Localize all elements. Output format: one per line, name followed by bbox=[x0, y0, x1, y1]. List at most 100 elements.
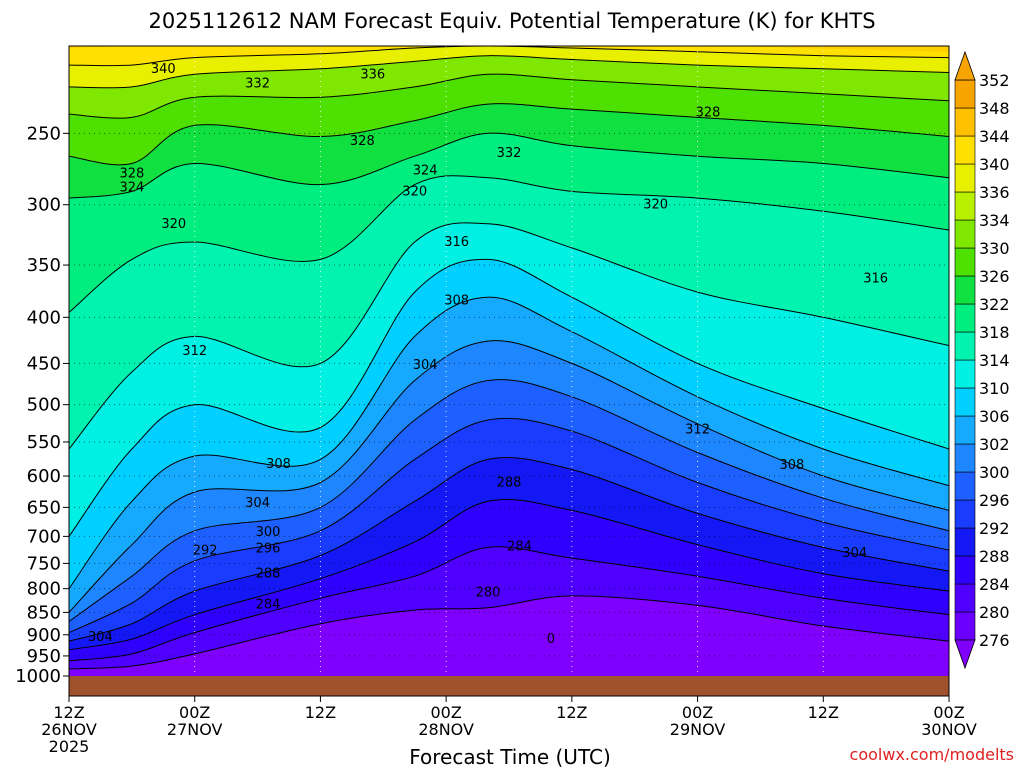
colorbar-high-arrow bbox=[954, 50, 976, 81]
colorbar-label: 334 bbox=[979, 211, 1010, 230]
y-tick-label: 750 bbox=[27, 553, 61, 574]
chart-title: 2025112612 NAM Forecast Equiv. Potential… bbox=[148, 9, 875, 33]
isotherm-332 bbox=[69, 73, 949, 119]
x-tick-label: 30NOV bbox=[921, 720, 977, 739]
y-tick-label: 300 bbox=[27, 195, 61, 216]
contour-label: 284 bbox=[507, 539, 532, 554]
contour-label: 328 bbox=[696, 105, 721, 120]
x-tick-label: 29NOV bbox=[670, 720, 726, 739]
x-tick-label: 00Z bbox=[179, 703, 210, 722]
y-tick-label: 800 bbox=[27, 579, 61, 600]
contour-label: 316 bbox=[444, 235, 469, 250]
colorbar-swatch bbox=[954, 107, 976, 137]
contour-label: 0 bbox=[547, 632, 555, 647]
contour-label: 336 bbox=[360, 67, 385, 82]
colorbar-label: 318 bbox=[979, 323, 1010, 342]
contour-label: 304 bbox=[842, 546, 867, 561]
colorbar-label: 352 bbox=[979, 71, 1010, 90]
isotherm-284 bbox=[69, 546, 949, 662]
fill-band-336 bbox=[69, 46, 949, 88]
colorbar-label: 336 bbox=[979, 183, 1010, 202]
contour-label: 296 bbox=[256, 541, 281, 556]
contour-label: 300 bbox=[256, 525, 281, 540]
x-tick-label: 00Z bbox=[933, 703, 964, 722]
colorbar: 276 280 284 288 292 296 300 302 306 310 314 318 322 3… bbox=[954, 50, 1010, 670]
colorbar-swatch bbox=[954, 135, 976, 165]
colorbar-label: 340 bbox=[979, 155, 1010, 174]
contour-label: 284 bbox=[256, 597, 281, 612]
y-tick-label: 600 bbox=[27, 466, 61, 487]
colorbar-label: 288 bbox=[979, 547, 1010, 566]
y-tick-label: 1000 bbox=[15, 666, 61, 687]
grid-lines bbox=[69, 46, 949, 696]
contour-label: 304 bbox=[413, 358, 438, 373]
colorbar-label: 276 bbox=[979, 631, 1010, 650]
contour-label: 308 bbox=[779, 458, 804, 473]
fill-band-344 bbox=[69, 46, 949, 52]
isotherm-328 bbox=[69, 103, 949, 166]
colorbar-swatch bbox=[954, 303, 976, 333]
contour-label: 288 bbox=[497, 476, 522, 491]
colorbar-label: 348 bbox=[979, 99, 1010, 118]
isotherm-300 bbox=[69, 379, 949, 622]
colorbar-swatch bbox=[954, 331, 976, 361]
colorbar-label: 292 bbox=[979, 519, 1010, 538]
colorbar-label: 322 bbox=[979, 295, 1010, 314]
colorbar-swatch bbox=[954, 471, 976, 501]
isotherm-320 bbox=[69, 175, 949, 313]
colorbar-label: 306 bbox=[979, 407, 1010, 426]
colorbar-label: 326 bbox=[979, 267, 1010, 286]
y-tick-label: 350 bbox=[27, 255, 61, 276]
y-tick-label: 250 bbox=[27, 123, 61, 144]
colorbar-label: 310 bbox=[979, 379, 1010, 398]
colorbar-swatch bbox=[954, 555, 976, 585]
x-axis-title: Forecast Time (UTC) bbox=[409, 745, 611, 768]
colorbar-label: 330 bbox=[979, 239, 1010, 258]
x-tick-label: 12Z bbox=[305, 703, 336, 722]
colorbar-label: 296 bbox=[979, 491, 1010, 510]
y-tick-label: 450 bbox=[27, 353, 61, 374]
isotherm-304 bbox=[69, 340, 949, 613]
y-tick-label: 400 bbox=[27, 307, 61, 328]
isotherm-296 bbox=[69, 417, 949, 634]
fill-band-340 bbox=[69, 46, 949, 66]
contour-label: 340 bbox=[151, 62, 176, 77]
colorbar-swatch bbox=[954, 499, 976, 529]
isotherm-288 bbox=[69, 499, 949, 651]
x-tick-label: 12Z bbox=[53, 703, 84, 722]
y-tick-label: 650 bbox=[27, 497, 61, 518]
contour-label: 316 bbox=[863, 271, 888, 286]
contour-label: 308 bbox=[444, 293, 469, 308]
contour-label: 308 bbox=[266, 457, 291, 472]
contour-label: 328 bbox=[119, 166, 144, 181]
colorbar-label: 300 bbox=[979, 463, 1010, 482]
colorbar-swatch bbox=[954, 527, 976, 557]
x-tick-label: 12Z bbox=[556, 703, 587, 722]
colorbar-swatch bbox=[954, 275, 976, 305]
contour-label: 304 bbox=[88, 630, 113, 645]
x-tick-label: 26NOV bbox=[41, 720, 97, 739]
contour-label: 320 bbox=[643, 198, 668, 213]
contour-label: 280 bbox=[476, 586, 501, 601]
isotherm-324 bbox=[69, 132, 949, 199]
colorbar-swatch bbox=[954, 387, 976, 417]
colorbar-swatch bbox=[954, 191, 976, 221]
y-axis: 2503003504004505005506006507007508008509… bbox=[15, 123, 69, 687]
colorbar-swatch bbox=[954, 219, 976, 249]
colorbar-label: 280 bbox=[979, 603, 1010, 622]
isotherm-312 bbox=[69, 258, 949, 537]
isotherm-280 bbox=[69, 595, 949, 670]
isotherm-308 bbox=[69, 296, 949, 589]
contour-label: 288 bbox=[256, 567, 281, 582]
y-tick-label: 700 bbox=[27, 526, 61, 547]
contour-label: 328 bbox=[350, 134, 375, 149]
ground-bar bbox=[69, 676, 949, 696]
x-tick-label: 28NOV bbox=[418, 720, 474, 739]
isotherm-336 bbox=[69, 55, 949, 89]
contour-label: 312 bbox=[685, 423, 710, 438]
x-tick-label: 2025 bbox=[49, 737, 90, 756]
colorbar-swatch bbox=[954, 415, 976, 445]
colorbar-swatch bbox=[954, 583, 976, 613]
